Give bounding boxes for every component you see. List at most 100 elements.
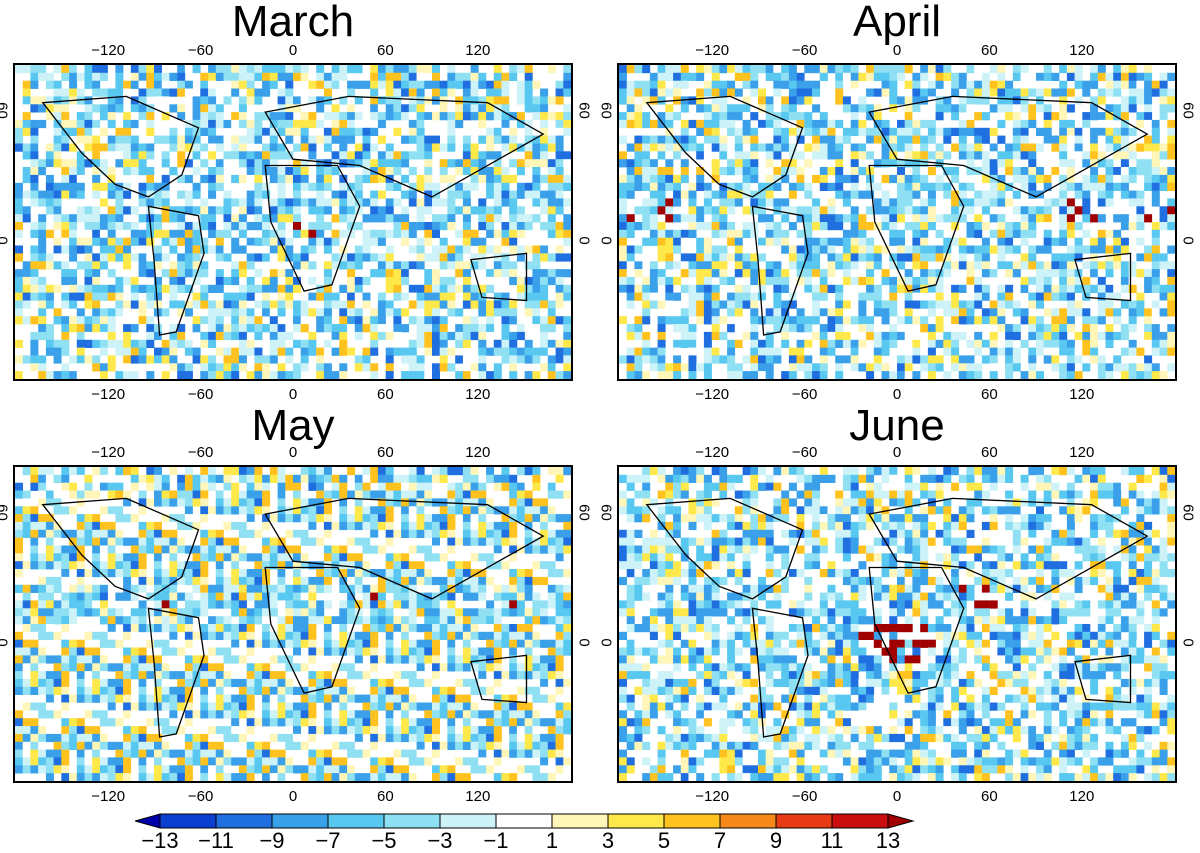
anomaly-cell	[711, 284, 720, 293]
anomaly-cell	[547, 182, 556, 191]
anomaly-cell	[881, 347, 890, 356]
anomaly-cell	[1036, 72, 1044, 81]
anomaly-cell	[377, 182, 386, 191]
anomaly-cell	[524, 245, 533, 254]
anomaly-cell	[703, 104, 712, 113]
anomaly-cell	[447, 159, 456, 168]
anomaly-cell	[927, 127, 936, 136]
anomaly-cell	[208, 222, 217, 231]
anomaly-cell	[323, 300, 332, 309]
anomaly-cell	[393, 490, 402, 499]
anomaly-cell	[486, 214, 495, 223]
anomaly-cell	[1051, 72, 1060, 81]
anomaly-cell	[881, 159, 890, 168]
anomaly-cell	[1159, 174, 1168, 184]
anomaly-cell	[45, 474, 54, 483]
anomaly-cell	[758, 339, 766, 348]
anomaly-cell	[509, 190, 518, 199]
anomaly-cell	[61, 276, 70, 286]
anomaly-cell	[285, 72, 294, 81]
anomaly-cell	[254, 135, 263, 144]
anomaly-cell	[300, 576, 309, 586]
anomaly-cell	[285, 474, 294, 483]
anomaly-cell	[377, 190, 386, 199]
anomaly-cell	[850, 347, 859, 356]
anomaly-cell	[912, 167, 921, 176]
anomaly-cell	[277, 237, 286, 246]
anomaly-cell	[61, 545, 70, 554]
anomaly-cell	[634, 112, 643, 121]
anomaly-cell	[300, 308, 309, 317]
anomaly-cell	[130, 237, 139, 246]
anomaly-cell	[819, 151, 828, 160]
anomaly-cell	[827, 339, 836, 348]
anomaly-cell	[920, 72, 929, 81]
anomaly-cell	[285, 119, 294, 129]
anomaly-cell	[696, 127, 705, 136]
anomaly-cell	[269, 316, 278, 325]
anomaly-cell	[657, 88, 666, 97]
anomaly-cell	[115, 482, 124, 491]
anomaly-cell	[904, 174, 913, 184]
anomaly-cell	[208, 214, 217, 223]
anomaly-cell	[711, 104, 720, 113]
anomaly-cell	[300, 347, 309, 356]
anomaly-cell	[540, 222, 549, 231]
anomaly-cell	[455, 490, 464, 499]
anomaly-cell	[1151, 371, 1160, 379]
anomaly-cell	[904, 308, 913, 317]
anomaly-cell	[45, 545, 54, 554]
anomaly-cell	[1066, 104, 1075, 113]
anomaly-cell	[649, 182, 658, 191]
anomaly-cell	[92, 167, 101, 176]
anomaly-cell	[711, 159, 720, 168]
anomaly-cell	[362, 545, 371, 554]
anomaly-cell	[269, 474, 278, 483]
anomaly-cell	[1059, 198, 1068, 207]
anomaly-cell	[516, 159, 525, 168]
anomaly-cell	[657, 135, 666, 144]
anomaly-cell	[1043, 308, 1052, 317]
anomaly-cell	[308, 482, 317, 491]
anomaly-cell	[758, 104, 766, 113]
anomaly-cell	[107, 135, 116, 144]
anomaly-cell	[30, 529, 39, 538]
anomaly-cell	[657, 112, 666, 121]
anomaly-cell	[711, 269, 720, 278]
anomaly-cell	[238, 498, 247, 507]
anomaly-cell	[300, 339, 309, 348]
anomaly-cell	[439, 474, 448, 483]
anomaly-cell	[673, 214, 682, 223]
anomaly-cell	[223, 96, 232, 105]
anomaly-cell	[208, 521, 217, 531]
anomaly-cell	[1028, 229, 1037, 238]
anomaly-cell	[61, 521, 70, 531]
anomaly-cell	[192, 112, 201, 121]
anomaly-cell	[1012, 222, 1021, 231]
anomaly-cell	[827, 324, 836, 333]
anomaly-cell	[1036, 276, 1044, 286]
anomaly-cell	[1090, 104, 1099, 113]
anomaly-cell	[215, 474, 224, 483]
anomaly-cell	[1051, 143, 1060, 152]
anomaly-cell	[385, 498, 394, 507]
anomaly-cell	[377, 331, 386, 341]
anomaly-cell	[881, 151, 890, 160]
anomaly-cell	[354, 506, 363, 515]
anomaly-cell	[401, 135, 410, 144]
anomaly-cell	[524, 537, 533, 546]
anomaly-cell	[408, 292, 417, 301]
anomaly-cell	[323, 371, 332, 379]
anomaly-cell	[1167, 363, 1175, 372]
anomaly-cell	[30, 253, 39, 262]
anomaly-cell	[208, 300, 217, 309]
anomaly-cell	[300, 119, 309, 129]
anomaly-cell	[154, 576, 162, 586]
anomaly-cell	[827, 347, 836, 356]
anomaly-cell	[1020, 143, 1029, 152]
anomaly-cell	[989, 151, 998, 160]
anomaly-cell	[439, 112, 448, 121]
anomaly-cell	[146, 506, 155, 515]
anomaly-cell	[981, 237, 990, 246]
anomaly-cell	[524, 96, 533, 105]
